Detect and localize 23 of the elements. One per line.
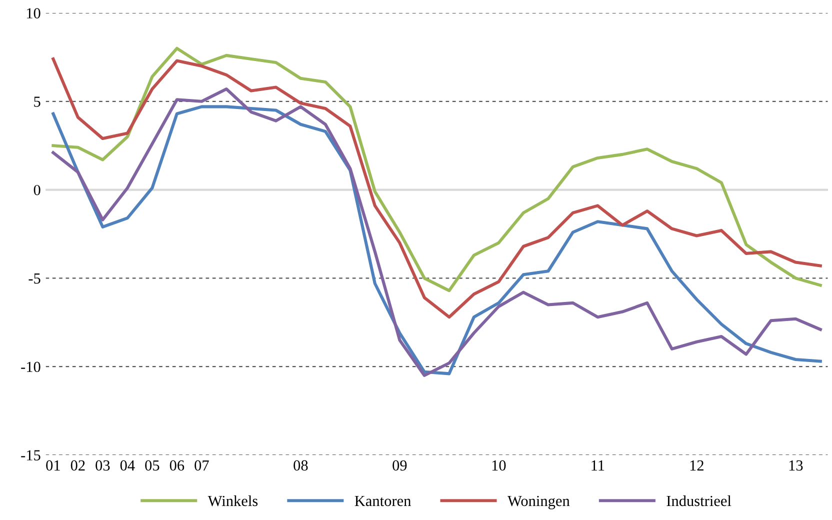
x-tick-label: 09 xyxy=(392,460,407,471)
y-tick-label: -15 xyxy=(21,450,40,460)
y-tick-label: -10 xyxy=(21,362,40,372)
x-tick-label: 07 xyxy=(194,460,209,471)
x-tick-label: 01 xyxy=(46,460,60,471)
x-tick-label: 06 xyxy=(170,460,184,471)
x-tick-label: 12 xyxy=(690,460,704,470)
x-tick-label: 05 xyxy=(145,460,160,471)
y-tick-label: 10 xyxy=(26,8,40,18)
x-tick-label: 08 xyxy=(294,460,308,471)
x-tick-label: 13 xyxy=(789,460,803,471)
legend-label: Woningen xyxy=(507,496,570,510)
legend-label: Winkels xyxy=(208,495,258,506)
y-tick-label: 5 xyxy=(34,96,40,107)
x-tick-label: 03 xyxy=(96,460,110,471)
y-tick-label: -5 xyxy=(28,273,40,284)
x-tick-label: 02 xyxy=(70,460,85,471)
x-tick-label: 11 xyxy=(592,460,604,470)
x-tick-label: 10 xyxy=(492,460,506,471)
y-tick-label: 0 xyxy=(34,184,40,196)
x-tick-label: 04 xyxy=(120,460,135,471)
legend-label: Industrieel xyxy=(666,495,732,506)
legend-label: Kantoren xyxy=(354,496,411,506)
